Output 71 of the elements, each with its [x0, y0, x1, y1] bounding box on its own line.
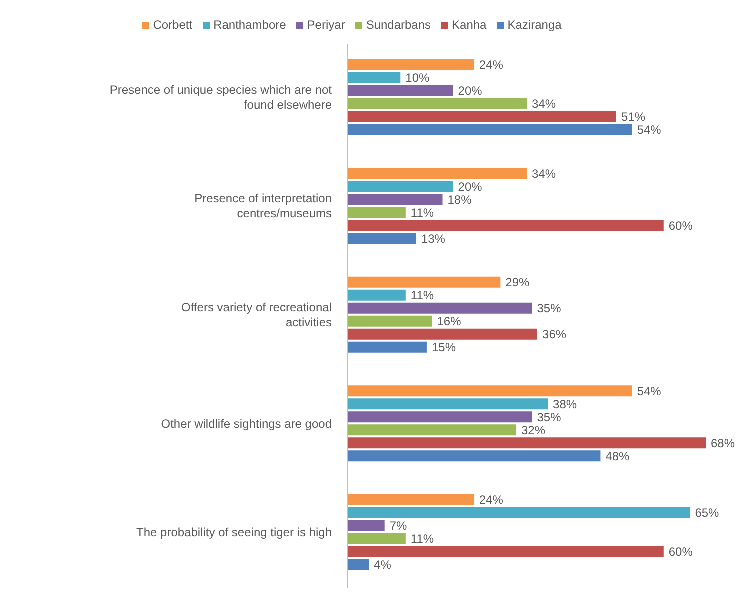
data-label: 13% [421, 232, 446, 246]
bar [348, 328, 538, 340]
legend-label: Sundarbans [366, 18, 432, 32]
bar [348, 342, 427, 353]
bar [348, 520, 385, 532]
data-label: 18% [448, 192, 472, 207]
bar [348, 398, 548, 410]
legend-label: Kanha [452, 18, 487, 32]
bar [348, 316, 432, 327]
y-tick-label: Offers variety of recreational activities [181, 300, 332, 330]
bar [348, 168, 527, 180]
data-label: 20% [458, 180, 483, 194]
data-label: 35% [537, 410, 562, 424]
data-label: 11% [410, 532, 434, 546]
bar [348, 438, 706, 449]
bar [348, 111, 616, 122]
legend-label: Ranthambore [214, 18, 286, 32]
data-label: 51% [622, 110, 646, 124]
bar [348, 233, 416, 244]
bar [348, 85, 454, 96]
legend-label: Corbett [153, 18, 193, 32]
bar [348, 546, 664, 558]
bar [348, 98, 527, 110]
y-tick-label: Other wildlife sightings are good [161, 416, 332, 431]
legend-label: Kaziranga [508, 18, 562, 32]
data-label: 29% [506, 276, 530, 290]
data-label: 34% [532, 166, 556, 181]
bar [348, 72, 401, 84]
data-label: 32% [521, 423, 546, 438]
bar [348, 124, 632, 136]
data-label: 11% [410, 206, 434, 220]
legend-label: Periyar [307, 18, 346, 32]
bar [348, 276, 501, 288]
data-label: 65% [695, 506, 720, 520]
bar [348, 207, 406, 218]
data-label: 60% [668, 218, 694, 233]
bar [348, 386, 632, 397]
data-label: 11% [410, 288, 434, 303]
bar [348, 494, 474, 506]
bar [348, 290, 406, 301]
data-label: 15% [432, 340, 456, 355]
data-label: 36% [542, 328, 567, 342]
data-label: 35% [537, 302, 562, 316]
bar [348, 181, 454, 192]
bar [348, 302, 532, 314]
bar [348, 424, 516, 436]
bar [348, 412, 532, 423]
bar [348, 59, 474, 70]
data-label: 34% [532, 96, 556, 111]
bar [348, 194, 443, 206]
data-label: 68% [711, 436, 736, 450]
bar [348, 559, 370, 570]
y-tick-label: Presence of unique species which are not found elsewhere [110, 83, 333, 112]
data-label: 24% [479, 58, 504, 72]
data-label: 54% [637, 122, 662, 137]
data-label: 7% [390, 519, 408, 534]
bar [348, 450, 601, 462]
bar [348, 507, 690, 518]
data-label: 10% [406, 70, 430, 85]
data-label: 54% [637, 384, 662, 398]
y-tick-label: The probability of seeing tiger is high [136, 526, 332, 540]
data-label: 20% [458, 84, 483, 98]
data-label: 4% [374, 558, 392, 572]
data-label: 60% [668, 545, 694, 560]
bar [348, 220, 664, 232]
data-label: 38% [553, 397, 578, 412]
data-label: 16% [437, 314, 462, 329]
y-tick-label: Presence of interpretation centres/museums [194, 192, 332, 221]
data-label: 48% [606, 449, 630, 464]
bar [348, 533, 406, 544]
data-label: 24% [479, 493, 504, 508]
